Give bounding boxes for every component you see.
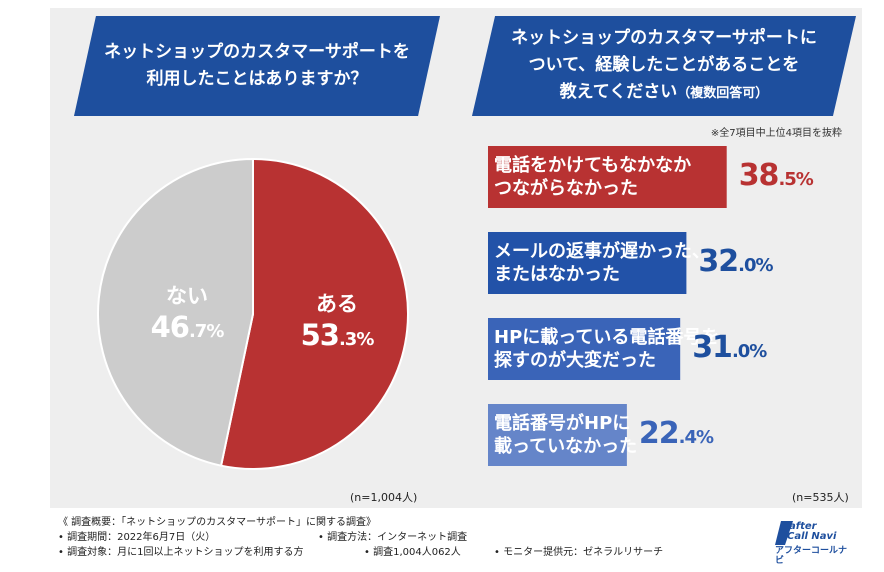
pie-yes-dec: .3% (338, 329, 374, 350)
after-call-navi-logo: after Call Navi アフターコールナビ (775, 519, 855, 566)
logo-line1: after (789, 521, 817, 532)
bar-1 (488, 146, 727, 208)
bar-sample-size: (n=535人) (792, 491, 849, 504)
pie-label-no-name: ない (166, 284, 208, 308)
right-question-sub: （複数回答可） (677, 86, 769, 101)
pie-no-dec: .7% (188, 321, 224, 342)
right-question-text: ネットショップのカスタマーサポートに ついて、経験したことがあることを 教えてく… (511, 25, 817, 107)
footer-provider: • モニター提供元：ゼネラルリサーチ (494, 547, 664, 558)
pie-label-yes: ある 53.3% (282, 288, 392, 352)
excerpt-note: ※全7項目中上位4項目を抜粋 (710, 128, 842, 139)
right-question-banner: ネットショップのカスタマーサポートに ついて、経験したことがあることを 教えてく… (472, 16, 856, 116)
logo-line2: Call Navi (787, 531, 837, 542)
footer-method: • 調査方法：インターネット調査 (318, 532, 468, 543)
pie-sample-size: (n=1,004人) (350, 491, 418, 504)
footer-count: • 調査1,004人062人 (364, 547, 461, 558)
bar-label-4: 電話番号がHPに 載っていなかった (494, 413, 638, 457)
pie-label-yes-value: 53.3% (282, 318, 392, 352)
left-question-text: ネットショップのカスタマーサポートを 利用したことはありますか？ (104, 42, 410, 89)
pie-slice-no (97, 157, 254, 467)
bar-value-1: 38.5% (738, 158, 814, 193)
bar-4 (488, 404, 627, 466)
bar-value-3: 31.0% (692, 330, 767, 365)
bar-value-4: 22.4% (638, 416, 714, 451)
right-question-main: ネットショップのカスタマーサポートに ついて、経験したことがあることを 教えてく… (511, 28, 817, 102)
bar-3 (488, 318, 681, 380)
left-question-banner: ネットショップのカスタマーサポートを 利用したことはありますか？ (74, 16, 440, 116)
footer-summary: 《 調査概要：「ネットショップのカスタマーサポート」に関する調査》 (58, 517, 376, 528)
bar-label-3: HPに載っている電話番号を 探すのが大変だった (494, 327, 720, 371)
logo-mark (775, 521, 793, 545)
pie-label-no: ない 46.7% (142, 280, 232, 344)
pie-no-int: 46 (150, 310, 190, 344)
pie-label-yes-name: ある (316, 292, 358, 316)
footer-target: • 調査対象：月に1回以上ネットショップを利用する方 (58, 547, 304, 558)
pie-slice-yes (219, 157, 409, 470)
pie-label-no-value: 46.7% (142, 310, 232, 344)
logo-line3: アフターコールナビ (775, 546, 848, 566)
bar-label-2: メールの返事が遅かった、 またはなかった (494, 241, 710, 285)
pie-yes-int: 53 (300, 318, 340, 352)
bar-value-2: 32.0% (698, 244, 773, 279)
footer-period: • 調査期間：2022年6月7日（火） (58, 532, 216, 543)
bar-2 (488, 232, 687, 294)
bar-label-1: 電話をかけてもなかなか つながらなかった (494, 155, 692, 199)
